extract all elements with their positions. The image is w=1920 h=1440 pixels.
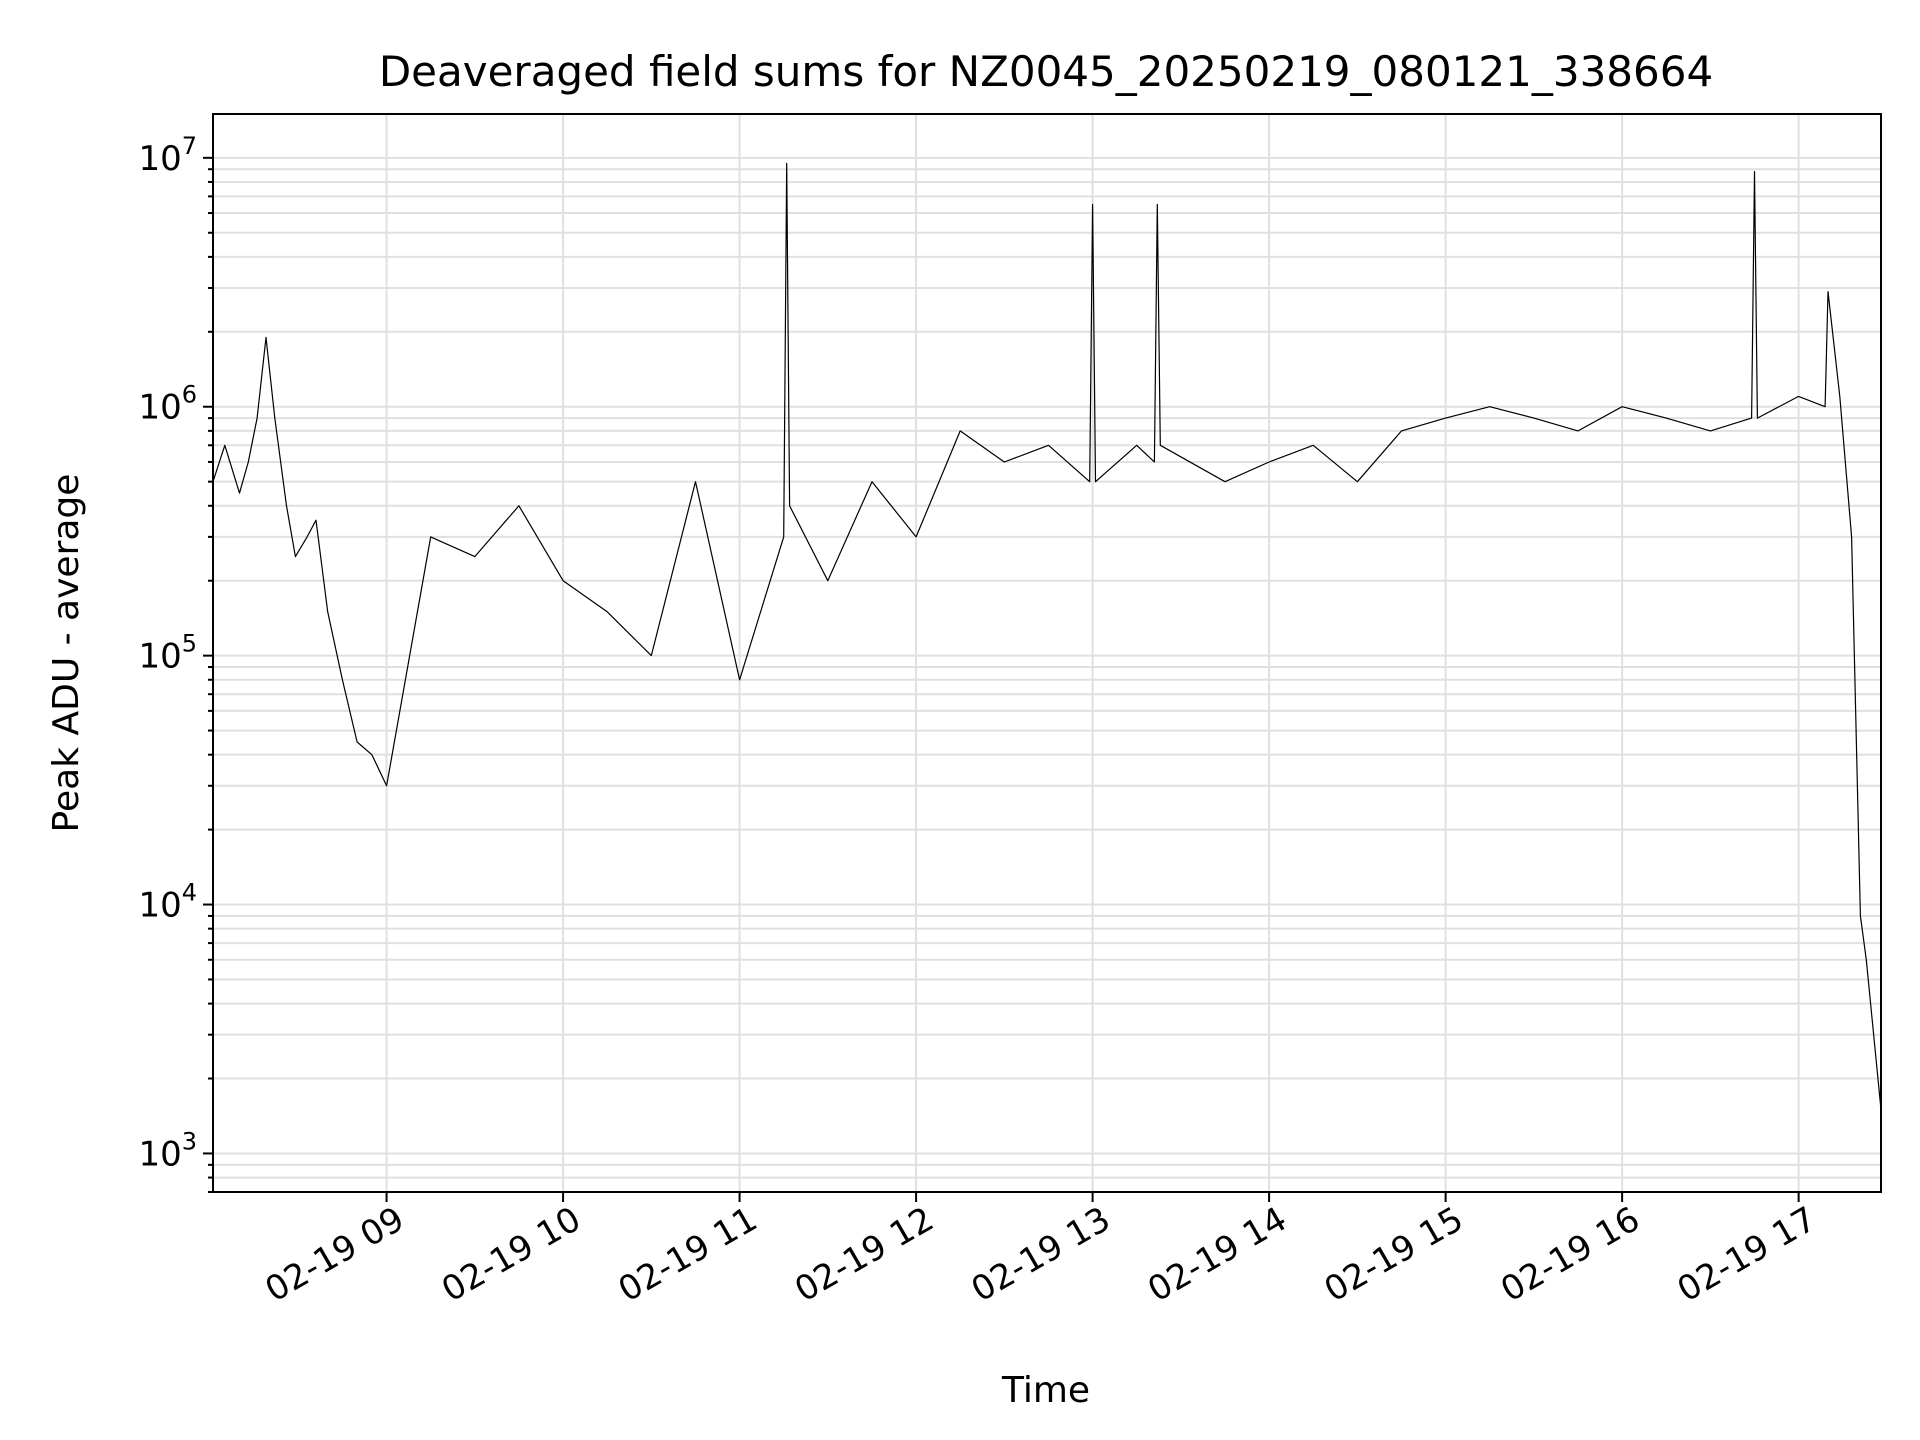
- chart-title: Deaveraged field sums for NZ0045_2025021…: [379, 47, 1713, 96]
- y-tick-label: 107: [138, 132, 197, 179]
- y-tick-label: 105: [138, 630, 197, 677]
- data-layer: [212, 162, 1882, 1110]
- y-tick-label: 103: [138, 1127, 197, 1174]
- y-axis-label: Peak ADU - average: [46, 474, 87, 833]
- x-axis-label: Time: [1001, 1370, 1090, 1411]
- grid: [213, 114, 1881, 1193]
- series-line: [212, 162, 1882, 1110]
- y-tick-label: 106: [138, 381, 197, 428]
- y-tick-label: 104: [138, 879, 197, 926]
- y-axis: 103 104 105 106 107: [138, 132, 213, 1193]
- plot-frame: [212, 113, 1882, 1193]
